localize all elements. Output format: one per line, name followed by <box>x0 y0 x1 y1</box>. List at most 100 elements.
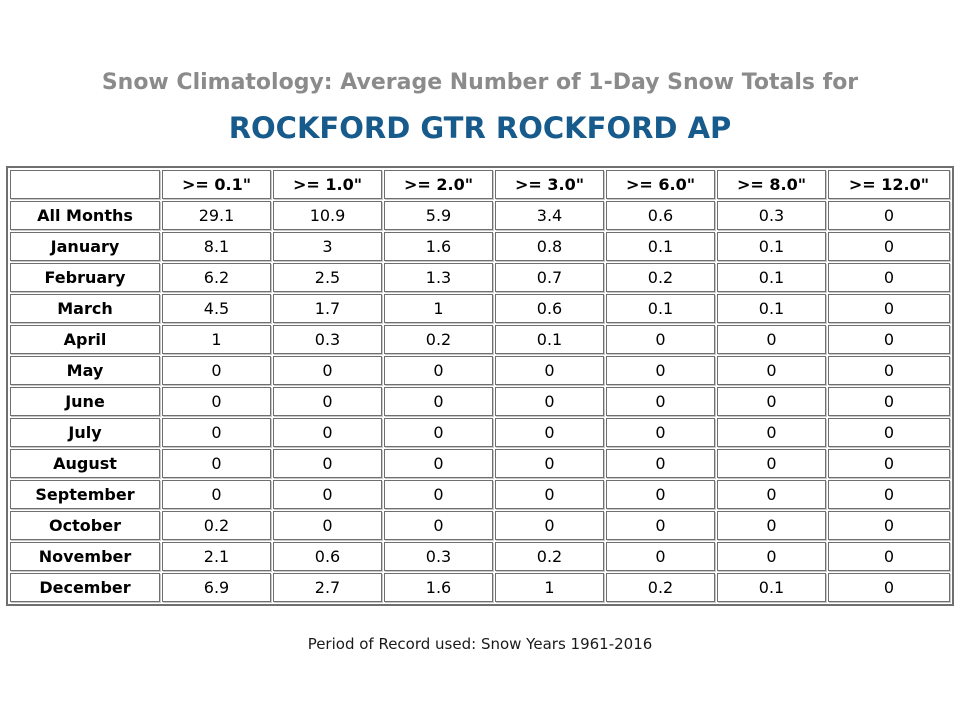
table-row: October 0.2 0 0 0 0 0 0 <box>10 511 950 540</box>
column-header: >= 1.0" <box>273 170 382 199</box>
value-cell: 0 <box>717 480 826 509</box>
value-cell: 0.1 <box>495 325 604 354</box>
value-cell: 0 <box>606 325 715 354</box>
header-row: >= 0.1" >= 1.0" >= 2.0" >= 3.0" >= 6.0" >= 8.… <box>10 170 950 199</box>
value-cell: 0 <box>828 542 950 571</box>
value-cell: 0 <box>717 511 826 540</box>
value-cell: 0.3 <box>273 325 382 354</box>
value-cell: 0 <box>606 449 715 478</box>
row-header: January <box>10 232 160 261</box>
value-cell: 0.2 <box>495 542 604 571</box>
column-header: >= 0.1" <box>162 170 271 199</box>
period-of-record: Period of Record used: Snow Years 1961-2… <box>307 635 653 653</box>
value-cell: 1 <box>384 294 493 323</box>
row-header: June <box>10 387 160 416</box>
value-cell: 1.7 <box>273 294 382 323</box>
value-cell: 0 <box>273 511 382 540</box>
table-row: April 1 0.3 0.2 0.1 0 0 0 <box>10 325 950 354</box>
column-header: >= 8.0" <box>717 170 826 199</box>
value-cell: 0 <box>273 387 382 416</box>
value-cell: 1.3 <box>384 263 493 292</box>
table-row: February 6.2 2.5 1.3 0.7 0.2 0.1 0 <box>10 263 950 292</box>
table-row: May 0 0 0 0 0 0 0 <box>10 356 950 385</box>
row-header: August <box>10 449 160 478</box>
value-cell: 1.6 <box>384 232 493 261</box>
value-cell: 1 <box>162 325 271 354</box>
value-cell: 0 <box>606 418 715 447</box>
value-cell: 8.1 <box>162 232 271 261</box>
value-cell: 0 <box>495 480 604 509</box>
value-cell: 1 <box>495 573 604 602</box>
value-cell: 0 <box>606 542 715 571</box>
value-cell: 0 <box>828 511 950 540</box>
value-cell: 0 <box>495 449 604 478</box>
value-cell: 2.1 <box>162 542 271 571</box>
table-header: >= 0.1" >= 1.0" >= 2.0" >= 3.0" >= 6.0" >= 8.… <box>10 170 950 199</box>
value-cell: 0 <box>384 480 493 509</box>
value-cell: 0 <box>828 356 950 385</box>
value-cell: 0.8 <box>495 232 604 261</box>
value-cell: 0 <box>828 294 950 323</box>
value-cell: 0 <box>606 511 715 540</box>
row-header: April <box>10 325 160 354</box>
value-cell: 0.2 <box>384 325 493 354</box>
value-cell: 1.6 <box>384 573 493 602</box>
value-cell: 3 <box>273 232 382 261</box>
row-header: September <box>10 480 160 509</box>
value-cell: 0 <box>606 387 715 416</box>
value-cell: 0 <box>273 449 382 478</box>
row-header: December <box>10 573 160 602</box>
value-cell: 0.1 <box>717 232 826 261</box>
table-row: November 2.1 0.6 0.3 0.2 0 0 0 <box>10 542 950 571</box>
value-cell: 0.1 <box>606 232 715 261</box>
value-cell: 0 <box>717 387 826 416</box>
table-row: March 4.5 1.7 1 0.6 0.1 0.1 0 <box>10 294 950 323</box>
value-cell: 0 <box>606 356 715 385</box>
value-cell: 0.2 <box>606 263 715 292</box>
row-header: November <box>10 542 160 571</box>
table-row: August 0 0 0 0 0 0 0 <box>10 449 950 478</box>
value-cell: 0.6 <box>606 201 715 230</box>
value-cell: 4.5 <box>162 294 271 323</box>
value-cell: 0.2 <box>162 511 271 540</box>
column-header: >= 2.0" <box>384 170 493 199</box>
value-cell: 0 <box>828 449 950 478</box>
value-cell: 0 <box>495 356 604 385</box>
row-header: May <box>10 356 160 385</box>
value-cell: 0 <box>495 511 604 540</box>
value-cell: 0 <box>717 325 826 354</box>
value-cell: 0 <box>495 387 604 416</box>
row-header: July <box>10 418 160 447</box>
row-header: October <box>10 511 160 540</box>
value-cell: 0 <box>717 542 826 571</box>
table-body: All Months 29.1 10.9 5.9 3.4 0.6 0.3 0 January 8.… <box>10 201 950 602</box>
value-cell: 0 <box>717 449 826 478</box>
value-cell: 0 <box>717 356 826 385</box>
value-cell: 29.1 <box>162 201 271 230</box>
column-header: >= 6.0" <box>606 170 715 199</box>
value-cell: 0.3 <box>384 542 493 571</box>
value-cell: 0 <box>828 201 950 230</box>
table-row: January 8.1 3 1.6 0.8 0.1 0.1 0 <box>10 232 950 261</box>
value-cell: 0 <box>384 418 493 447</box>
value-cell: 0 <box>495 418 604 447</box>
value-cell: 2.5 <box>273 263 382 292</box>
value-cell: 0 <box>273 480 382 509</box>
page-title: Snow Climatology: Average Number of 1-Da… <box>101 70 859 95</box>
value-cell: 0 <box>162 449 271 478</box>
value-cell: 0 <box>384 387 493 416</box>
row-header: March <box>10 294 160 323</box>
value-cell: 3.4 <box>495 201 604 230</box>
table-row: All Months 29.1 10.9 5.9 3.4 0.6 0.3 0 <box>10 201 950 230</box>
value-cell: 0 <box>273 418 382 447</box>
row-header: February <box>10 263 160 292</box>
value-cell: 0 <box>384 511 493 540</box>
row-header: All Months <box>10 201 160 230</box>
value-cell: 0.7 <box>495 263 604 292</box>
value-cell: 6.9 <box>162 573 271 602</box>
value-cell: 0 <box>828 263 950 292</box>
value-cell: 0.1 <box>606 294 715 323</box>
table-row: December 6.9 2.7 1.6 1 0.2 0.1 0 <box>10 573 950 602</box>
value-cell: 2.7 <box>273 573 382 602</box>
